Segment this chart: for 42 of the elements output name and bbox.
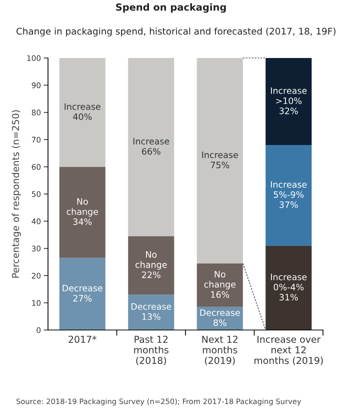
text: Decrease (62, 284, 102, 292)
data-label: 13% (142, 313, 160, 320)
text: Decrease (131, 303, 172, 310)
data-label: 16% (211, 291, 230, 298)
text: No change (136, 251, 167, 270)
x-tick-label: Past 12 months (2018) (134, 336, 168, 366)
series-label: Increase 5%-9% (270, 181, 307, 198)
bar (59, 258, 106, 330)
text: No change (204, 271, 236, 290)
chart-title: Spend on packaging (116, 3, 226, 13)
chart-subtitle: Change in packaging spend, historical and forecasted (2017, 18, 19F) (16, 28, 336, 36)
series-label: Decrease (200, 309, 240, 316)
bar (266, 58, 312, 146)
series-label: Increase >10% (270, 87, 307, 104)
y-axis-title: Percentage of respondents (n=250) (12, 110, 21, 278)
bar (196, 58, 243, 264)
bar (59, 166, 106, 258)
bar (266, 246, 312, 330)
data-label: 34% (73, 218, 92, 226)
text: Increase (133, 138, 170, 145)
bar (128, 294, 174, 330)
x-tick-label: Increase over next 12 months (2019) (254, 336, 323, 366)
data-label: 31% (280, 294, 298, 301)
data-label: 66% (142, 148, 160, 155)
bar (266, 145, 312, 246)
bar (128, 58, 174, 236)
text: Increase (202, 152, 238, 158)
series-label: Increase 0%-4% (270, 274, 307, 290)
data-label: 22% (142, 271, 160, 278)
data-label: 8% (214, 319, 226, 326)
data-label: 32% (280, 108, 298, 114)
x-tick-label: Next 12 months (2019) (202, 336, 238, 366)
data-label: 75% (210, 162, 230, 168)
bar (128, 236, 174, 295)
data-label: 27% (73, 294, 92, 302)
bar (59, 58, 106, 167)
data-label: 40% (73, 113, 92, 120)
data-label: 37% (280, 201, 298, 208)
series-label: No change (66, 198, 98, 217)
x-tick-label: 2017* (68, 336, 96, 343)
bar (196, 263, 243, 307)
series-label: Increase (64, 103, 100, 110)
